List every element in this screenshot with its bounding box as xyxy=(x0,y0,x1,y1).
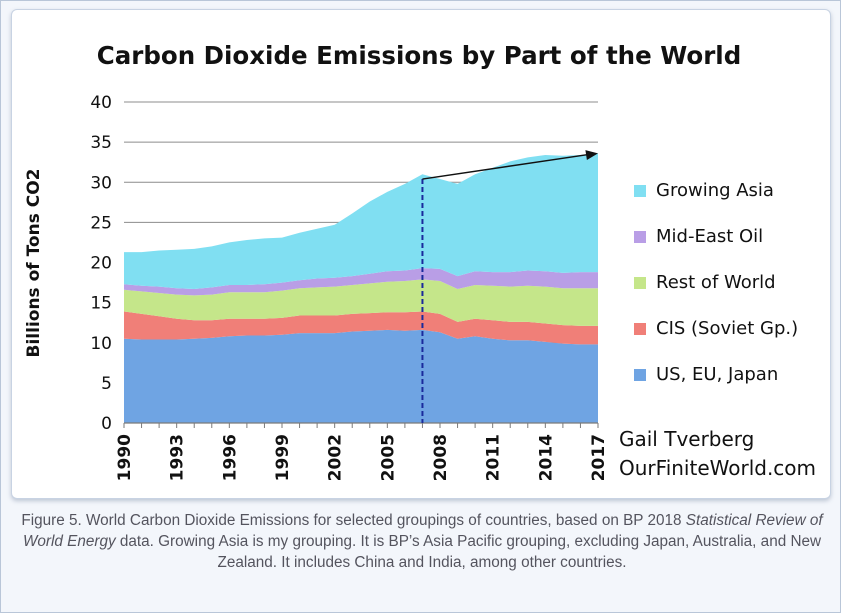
y-tick-label-20: 20 xyxy=(90,254,112,274)
legend-swatch-0 xyxy=(634,185,646,197)
y-tick-label-40: 40 xyxy=(90,93,112,113)
x-tick-label-1990: 1990 xyxy=(115,434,135,481)
credit-author: Gail Tverberg xyxy=(619,427,754,451)
caption-text-start: Figure 5. World Carbon Dioxide Emissions… xyxy=(21,512,686,529)
y-tick-label-30: 30 xyxy=(90,173,112,193)
emissions-chart: Carbon Dioxide Emissions by Part of the … xyxy=(24,41,816,481)
y-tick-label-35: 35 xyxy=(90,133,112,153)
x-tick-label-2017: 2017 xyxy=(589,434,609,481)
x-tick-label-2008: 2008 xyxy=(431,434,451,481)
legend-swatch-1 xyxy=(634,231,646,243)
y-tick-label-0: 0 xyxy=(101,414,112,434)
y-tick-label-15: 15 xyxy=(90,294,112,314)
y-tick-label-10: 10 xyxy=(90,334,112,354)
caption-text-end: data. Growing Asia is my grouping. It is… xyxy=(115,533,822,571)
x-tick-label-2011: 2011 xyxy=(484,434,504,481)
area-series-4 xyxy=(124,153,598,289)
y-tick-label-25: 25 xyxy=(90,213,112,233)
legend-label-2: Rest of World xyxy=(656,272,776,293)
x-tick-label-2005: 2005 xyxy=(378,434,398,481)
axes: 0 5 10 15 20 25 30 35 40 1990 1993 1996 1999 2002 2005… xyxy=(90,93,609,481)
trend-arrow-line xyxy=(422,153,589,180)
area-series-2 xyxy=(124,279,598,326)
y-axis-label: Billions of Tons CO2 xyxy=(24,169,44,358)
chart-legend: Growing Asia Mid-East Oil Rest of World CIS… xyxy=(634,180,798,385)
credit-website: OurFiniteWorld.com xyxy=(619,456,816,480)
legend-label-3: CIS (Soviet Gp.) xyxy=(656,318,798,339)
legend-label-4: US, EU, Japan xyxy=(656,364,778,385)
area-series-1 xyxy=(124,311,598,345)
area-series-0 xyxy=(124,329,598,423)
trend-arrow-head xyxy=(585,150,598,160)
caption-italic-source: Statistical Review of World Energy xyxy=(22,512,823,550)
y-tick-label-5: 5 xyxy=(101,374,112,394)
x-tick-label-1999: 1999 xyxy=(273,434,293,481)
chart-card: Carbon Dioxide Emissions by Part of the … xyxy=(11,9,831,499)
stacked-areas xyxy=(124,153,598,423)
chart-title: Carbon Dioxide Emissions by Part of the … xyxy=(97,41,742,70)
legend-label-0: Growing Asia xyxy=(656,180,774,201)
x-tick-label-1993: 1993 xyxy=(168,434,188,481)
x-tick-label-2002: 2002 xyxy=(326,434,346,481)
chart-annotations xyxy=(421,150,598,423)
figure-caption: Figure 5. World Carbon Dioxide Emissions… xyxy=(7,510,837,573)
legend-swatch-4 xyxy=(634,369,646,381)
x-tick-label-2014: 2014 xyxy=(536,434,556,481)
x-tick-label-1996: 1996 xyxy=(220,434,240,481)
legend-swatch-3 xyxy=(634,323,646,335)
legend-label-1: Mid-East Oil xyxy=(656,226,763,247)
area-series-3 xyxy=(124,268,598,296)
legend-swatch-2 xyxy=(634,277,646,289)
